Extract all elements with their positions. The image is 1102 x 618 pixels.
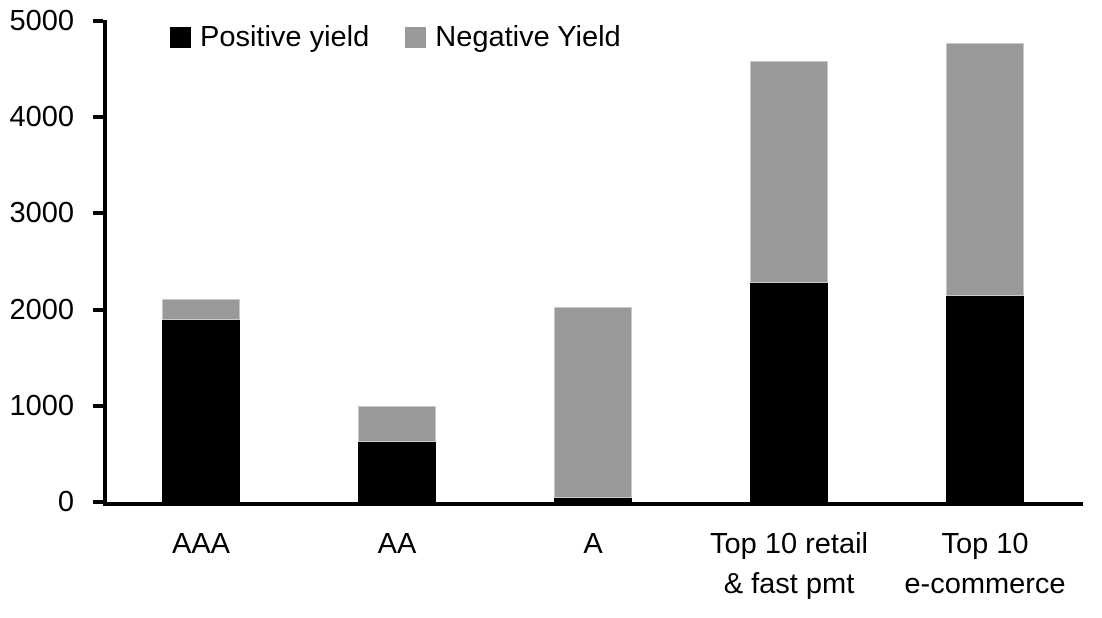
bar-segment-negative-yield <box>946 43 1024 297</box>
bar-segment-positive-yield <box>554 498 632 502</box>
y-tick-label: 4000 <box>9 101 74 134</box>
bar-segment-negative-yield <box>554 306 632 499</box>
bar-segment-positive-yield <box>358 442 436 502</box>
x-axis-label: AA <box>377 528 417 560</box>
x-axis-label: Top 10 e-commerce <box>904 528 1066 601</box>
bar-segment-positive-yield <box>162 320 240 502</box>
y-tick-label: 2000 <box>9 293 74 326</box>
legend-label-negative-yield: Negative Yield <box>435 21 621 53</box>
x-axis-label: Top 10 retail & fast pmt <box>710 528 868 601</box>
y-tick-mark <box>93 211 103 216</box>
bar-segment-positive-yield <box>946 296 1024 502</box>
y-tick-mark <box>93 403 103 408</box>
y-tick-mark <box>93 307 103 312</box>
y-tick-mark <box>93 115 103 120</box>
y-tick-label: 3000 <box>9 197 74 230</box>
y-tick-mark <box>93 500 103 504</box>
legend-item-negative-yield: Negative Yield <box>405 21 621 54</box>
negative-yield-swatch-icon <box>405 27 427 49</box>
y-tick-label: 1000 <box>9 389 74 422</box>
x-axis-label: AAA <box>171 528 231 560</box>
legend-label-positive-yield: Positive yield <box>200 21 370 53</box>
y-axis-line <box>103 20 107 506</box>
bar-segment-negative-yield <box>162 299 240 321</box>
positive-yield-swatch-icon <box>170 27 191 49</box>
legend-item-positive-yield: Positive yield <box>170 21 370 54</box>
y-tick-label: 0 <box>57 486 74 518</box>
bar-segment-negative-yield <box>750 61 828 283</box>
x-axis-label: A <box>583 528 603 560</box>
chart-legend: Positive yield Negative Yield <box>170 21 621 54</box>
bar-segment-negative-yield <box>358 405 436 443</box>
y-tick-mark <box>93 19 103 23</box>
x-axis-line <box>103 502 1083 506</box>
y-tick-label: 5000 <box>9 5 74 37</box>
bar-segment-positive-yield <box>750 282 828 502</box>
